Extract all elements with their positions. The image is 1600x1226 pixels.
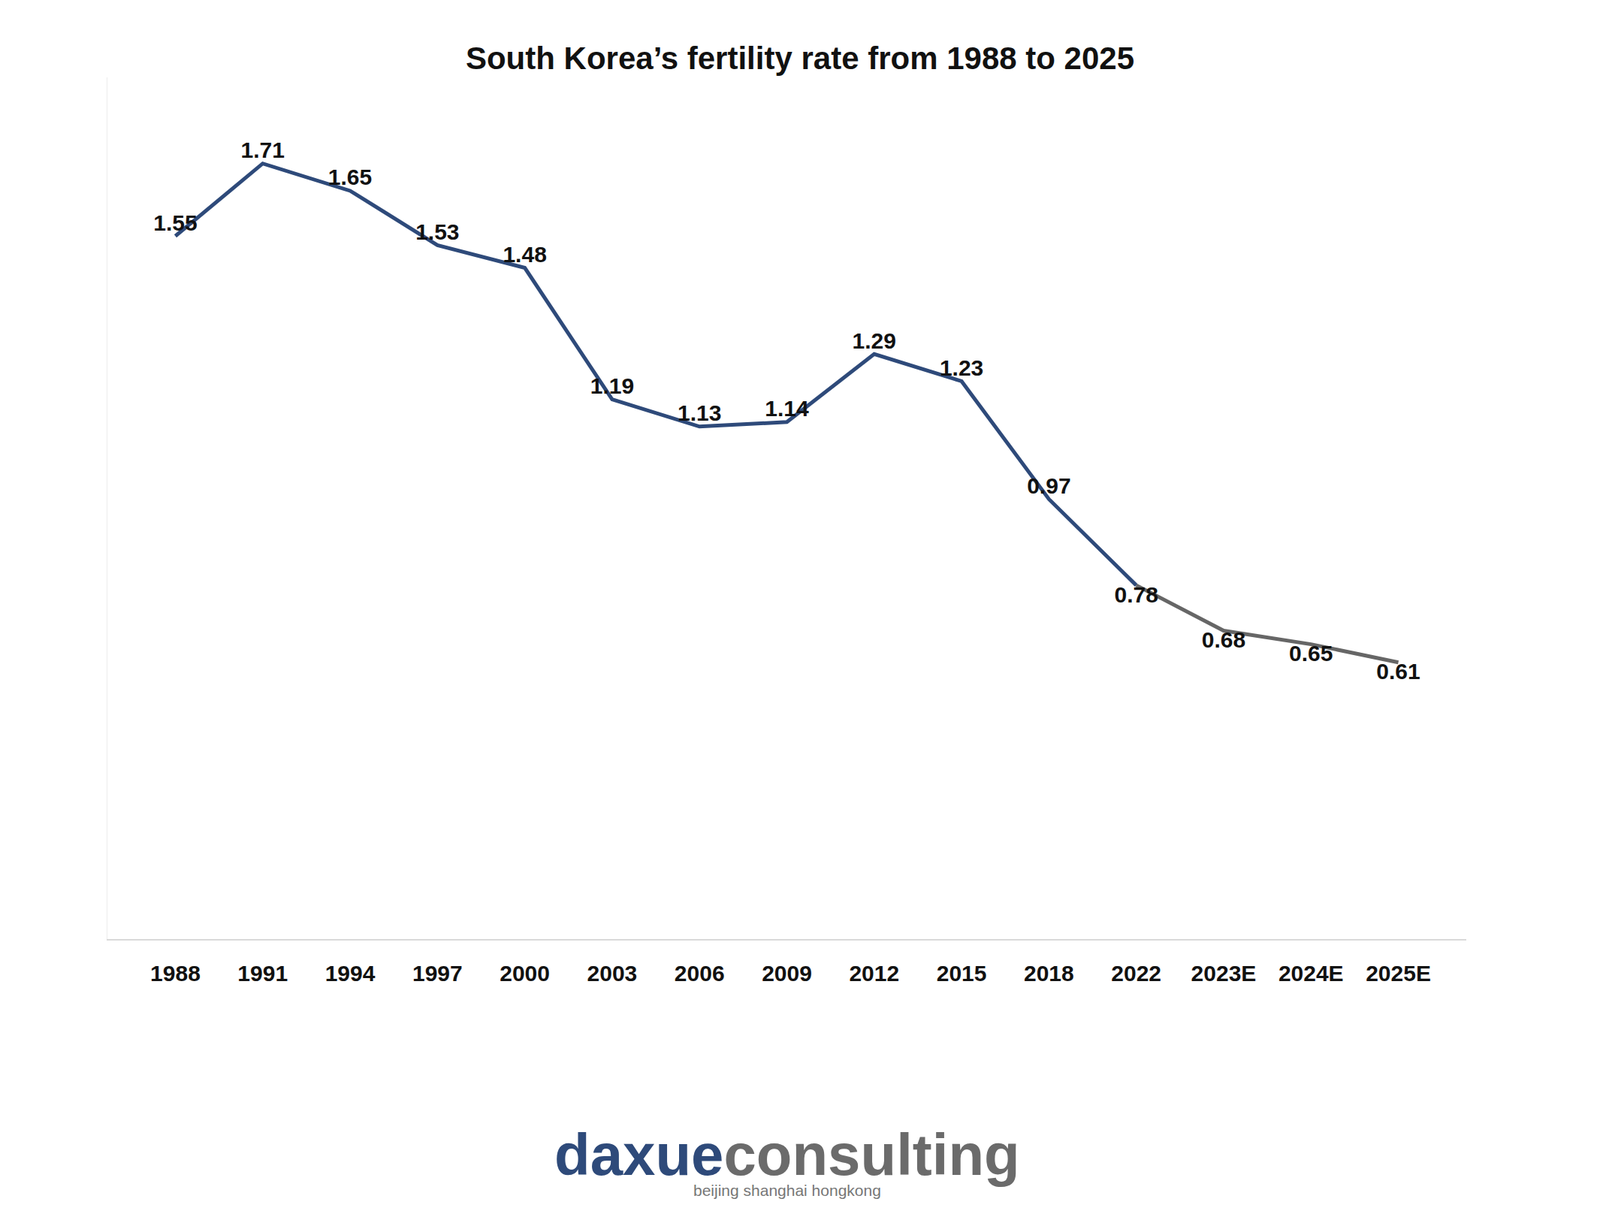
svg-text:1.29: 1.29 [852,328,897,354]
svg-text:1.48: 1.48 [502,241,547,267]
svg-text:2018: 2018 [1023,960,1075,986]
svg-text:2015: 2015 [936,960,988,986]
svg-text:South Korea’s fertility rate f: South Korea’s fertility rate from 1988 t… [465,40,1135,76]
svg-text:0.97: 0.97 [1026,473,1071,499]
svg-text:2025E: 2025E [1365,960,1431,986]
svg-text:1.14: 1.14 [764,395,810,421]
svg-text:1.71: 1.71 [241,137,285,163]
svg-text:beijing shanghai hongkong: beijing shanghai hongkong [693,1181,882,1199]
svg-text:1994: 1994 [325,960,376,986]
svg-text:0.65: 0.65 [1289,640,1333,666]
svg-text:0.61: 0.61 [1376,658,1420,684]
svg-text:1.53: 1.53 [415,219,459,245]
svg-text:0.78: 0.78 [1113,582,1158,607]
svg-text:1.55: 1.55 [153,210,197,236]
svg-text:2024E: 2024E [1278,960,1344,986]
svg-text:daxueconsulting: daxueconsulting [554,1121,1021,1188]
svg-text:1.23: 1.23 [939,355,984,381]
svg-text:1991: 1991 [237,960,288,986]
svg-text:2003: 2003 [587,960,638,986]
svg-text:2009: 2009 [761,960,813,986]
svg-text:1.19: 1.19 [590,373,634,399]
svg-text:1.13: 1.13 [677,400,722,426]
svg-text:1997: 1997 [412,960,463,986]
svg-text:2000: 2000 [499,960,550,986]
svg-text:1988: 1988 [150,960,201,986]
svg-text:0.68: 0.68 [1201,627,1246,653]
svg-text:1.65: 1.65 [328,164,372,190]
svg-text:2006: 2006 [674,960,725,986]
svg-text:2023E: 2023E [1191,960,1257,986]
svg-text:2022: 2022 [1110,960,1162,986]
svg-text:2012: 2012 [848,960,900,986]
